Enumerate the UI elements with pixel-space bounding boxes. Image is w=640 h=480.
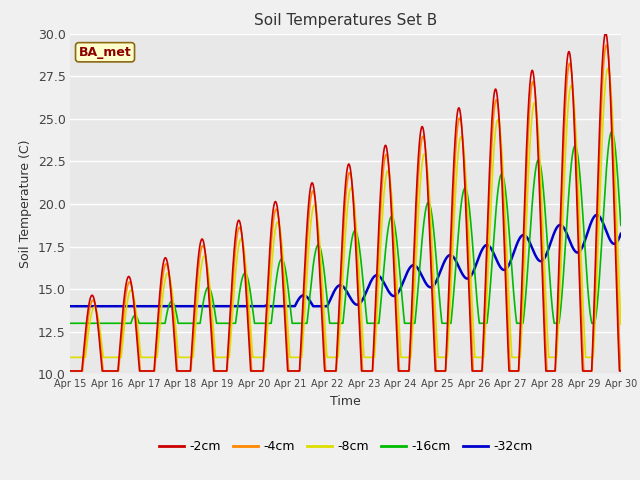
-4cm <box>603 42 611 48</box>
-16cm <box>608 129 616 134</box>
-8cm <box>617 322 625 327</box>
Line: -16cm: -16cm <box>70 132 621 324</box>
-2cm <box>617 368 625 374</box>
-2cm <box>220 368 228 374</box>
-4cm <box>617 368 625 374</box>
-32cm <box>184 303 192 309</box>
X-axis label: Time: Time <box>330 395 361 408</box>
Line: -32cm: -32cm <box>70 215 621 306</box>
-2cm <box>409 277 417 283</box>
-8cm <box>564 99 572 105</box>
-32cm <box>409 263 417 268</box>
-2cm <box>564 49 572 55</box>
-4cm <box>220 368 228 374</box>
-4cm <box>67 368 74 374</box>
Line: -2cm: -2cm <box>70 33 621 371</box>
-16cm <box>399 307 407 313</box>
-2cm <box>617 368 625 374</box>
-32cm <box>67 303 74 309</box>
-8cm <box>184 354 192 360</box>
-2cm <box>184 368 192 374</box>
-8cm <box>604 66 612 72</box>
-16cm <box>220 321 228 326</box>
Legend: -2cm, -4cm, -8cm, -16cm, -32cm: -2cm, -4cm, -8cm, -16cm, -32cm <box>154 435 538 458</box>
-2cm <box>602 30 609 36</box>
Y-axis label: Soil Temperature (C): Soil Temperature (C) <box>19 140 32 268</box>
-4cm <box>564 64 572 70</box>
-32cm <box>617 232 625 238</box>
-32cm <box>399 279 407 285</box>
-32cm <box>220 303 228 309</box>
-2cm <box>67 368 74 374</box>
-16cm <box>184 321 192 326</box>
-8cm <box>399 354 407 360</box>
-8cm <box>220 354 228 360</box>
-32cm <box>564 235 572 240</box>
-8cm <box>409 322 417 328</box>
-16cm <box>617 217 625 223</box>
-4cm <box>399 368 407 374</box>
-2cm <box>399 368 407 374</box>
-4cm <box>617 365 625 371</box>
-4cm <box>184 368 192 374</box>
-8cm <box>67 354 74 360</box>
-32cm <box>617 231 625 237</box>
Line: -8cm: -8cm <box>70 69 621 357</box>
Line: -4cm: -4cm <box>70 45 621 371</box>
-16cm <box>564 195 572 201</box>
Text: BA_met: BA_met <box>79 46 131 59</box>
-4cm <box>409 295 417 300</box>
Title: Soil Temperatures Set B: Soil Temperatures Set B <box>254 13 437 28</box>
-16cm <box>617 222 625 228</box>
-16cm <box>67 321 74 326</box>
-16cm <box>409 321 417 326</box>
-32cm <box>593 212 601 218</box>
-8cm <box>617 314 625 320</box>
